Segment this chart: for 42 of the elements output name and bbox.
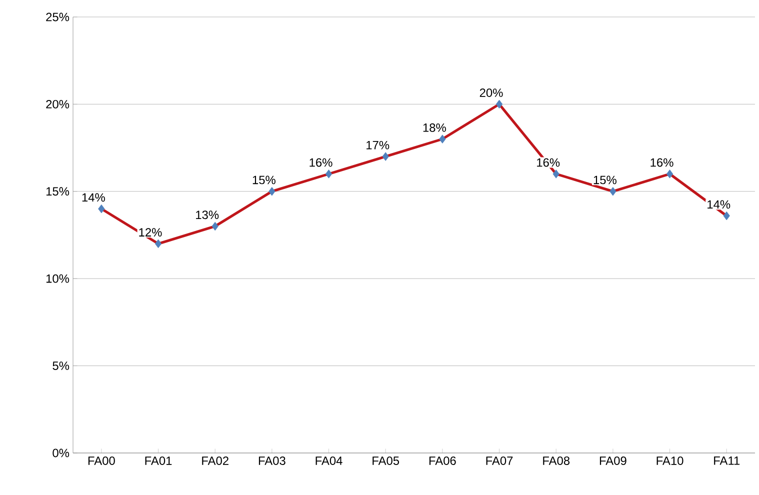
y-tick-label: 20%: [46, 100, 70, 108]
point: [496, 100, 503, 109]
x-tick-label: FA10: [656, 456, 684, 465]
x-tick-label: FA02: [202, 456, 228, 465]
data-label: 16%: [537, 158, 560, 167]
x-tick-label: FA05: [372, 456, 400, 465]
y-tick-label: 15%: [46, 187, 70, 196]
x-tick-label: FA08: [543, 456, 570, 465]
data-label: 16%: [310, 158, 332, 167]
point: [552, 170, 560, 178]
data-label: 16%: [650, 158, 674, 167]
x-tick-label: FA11: [714, 456, 740, 465]
data-label: 20%: [480, 88, 503, 97]
y-tick-label: 25%: [46, 12, 70, 22]
y-tick-label: 0%: [52, 448, 70, 458]
y-tick-label: 10%: [46, 274, 70, 283]
point: [439, 134, 446, 144]
x-tick-label: FA07: [486, 456, 513, 465]
x-tick-label: FA04: [316, 456, 342, 465]
data-label: 13%: [196, 210, 219, 220]
x-tick-label: FA09: [600, 456, 626, 465]
point: [212, 222, 218, 231]
point: [382, 152, 389, 161]
data-label: 14%: [708, 200, 730, 209]
data-label: 15%: [594, 176, 616, 184]
data-label: 12%: [139, 228, 162, 236]
data-label: 14%: [82, 193, 105, 202]
point: [268, 187, 276, 196]
x-tick-label: FA01: [145, 456, 172, 465]
point: [666, 170, 674, 178]
data-label: 15%: [252, 176, 276, 184]
y-tick-label: 5%: [52, 362, 70, 370]
x-tick-label: FA06: [429, 456, 456, 465]
point: [325, 170, 332, 178]
point: [154, 239, 162, 248]
point: [723, 211, 730, 220]
point: [98, 204, 105, 214]
data-label: 17%: [366, 140, 390, 150]
point: [610, 187, 616, 196]
x-tick-label: FA03: [258, 456, 286, 465]
data-label: 18%: [423, 123, 446, 132]
x-tick-label: FA00: [88, 456, 115, 465]
